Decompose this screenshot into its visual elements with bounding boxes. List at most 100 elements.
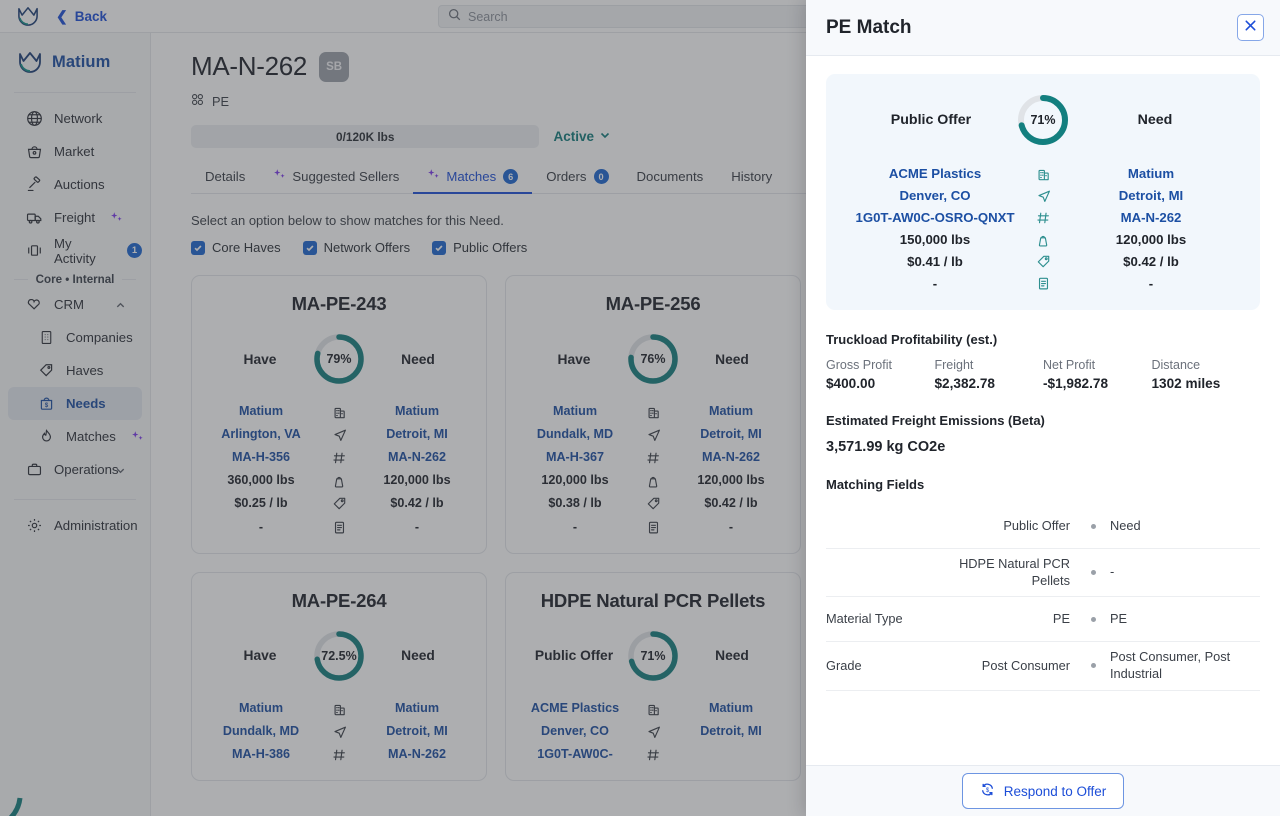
tab-suggested-sellers[interactable]: Suggested Sellers — [259, 162, 413, 193]
match-card[interactable]: HDPE Natural PCR Pellets Public Offer 71% N… — [505, 571, 801, 781]
match-row-right[interactable]: Detroit, MI — [700, 427, 762, 442]
sidebar-brand[interactable]: Matium — [0, 45, 150, 79]
match-row-left[interactable]: Matium — [238, 700, 284, 715]
chevron-down-icon[interactable] — [115, 464, 126, 479]
match-row-left[interactable]: MA-H-386 — [231, 746, 291, 761]
close-button[interactable] — [1237, 14, 1264, 41]
sidebar-item-freight[interactable]: Freight — [8, 201, 142, 234]
price-tag-icon — [328, 496, 350, 511]
match-row-right: - — [728, 519, 734, 534]
match-card[interactable]: MA-PE-256 Have 76% Need Matium Matium Dundalk,… — [505, 275, 801, 554]
summary-row-right[interactable]: Detroit, MI — [1118, 187, 1184, 203]
summary-row-right[interactable]: Matium — [1127, 165, 1175, 181]
match-row-left[interactable]: Matium — [238, 404, 284, 418]
match-row-left[interactable]: Dundalk, MD — [536, 427, 614, 442]
match-card-title: MA-PE-264 — [291, 589, 387, 611]
price-tag-icon — [642, 496, 664, 511]
sparkle-icon — [427, 168, 440, 184]
sidebar-item-label: Matches — [66, 429, 116, 444]
sidebar: Matium Network — [0, 33, 151, 816]
match-row-left[interactable]: Dundalk, MD — [222, 723, 300, 738]
checkbox-public-offers[interactable]: Public Offers — [432, 240, 527, 255]
sidebar-item-network[interactable]: Network — [8, 102, 142, 135]
sidebar-item-label: My Activity — [54, 235, 96, 266]
checkbox-core-haves[interactable]: Core Haves — [191, 240, 281, 255]
tab-history[interactable]: History — [717, 163, 786, 193]
match-card-header: Have 72.5% Need — [208, 628, 470, 684]
match-score-value: 76% — [640, 352, 666, 366]
sidebar-item-companies[interactable]: Companies — [8, 321, 142, 354]
basket-icon — [26, 143, 43, 160]
match-row-left[interactable]: MA-H-367 — [545, 450, 605, 465]
back-button[interactable]: ❮ Back — [56, 8, 107, 25]
tab-orders[interactable]: Orders 0 — [532, 162, 622, 193]
match-dot — [1076, 663, 1110, 669]
sidebar-item-administration[interactable]: Administration — [8, 509, 142, 542]
summary-row-right[interactable]: MA-N-262 — [1120, 209, 1182, 225]
metric-value: $400.00 — [826, 376, 876, 391]
match-row-right[interactable]: Matium — [708, 700, 754, 715]
sidebar-item-market[interactable]: Market — [8, 135, 142, 168]
match-row-right[interactable]: Matium — [708, 404, 754, 418]
tab-label: History — [731, 169, 773, 184]
match-row-right[interactable]: MA-N-262 — [387, 450, 447, 465]
sidebar-item-crm[interactable]: CRM — [8, 288, 142, 321]
hash-icon — [642, 747, 664, 762]
checkbox-network-offers[interactable]: Network Offers — [302, 240, 410, 255]
status-dropdown[interactable]: Active — [553, 129, 611, 144]
match-row-right[interactable]: Detroit, MI — [386, 723, 448, 738]
match-row-left[interactable]: Arlington, VA — [221, 427, 301, 442]
match-card-header: Public Offer 71% Need — [522, 628, 784, 684]
avatar[interactable]: SB — [319, 51, 350, 82]
match-row-right[interactable]: MA-N-262 — [387, 746, 447, 761]
sidebar-item-needs[interactable]: $ Needs — [8, 387, 142, 420]
sidebar-item-auctions[interactable]: Auctions — [8, 168, 142, 201]
gavel-icon — [26, 176, 43, 193]
tab-matches[interactable]: Matches 6 — [413, 162, 533, 194]
match-row-right[interactable]: Detroit, MI — [700, 723, 762, 738]
match-card[interactable]: MA-PE-243 Have 79% Need Matium Matium Arlingto… — [191, 275, 487, 554]
matium-logo[interactable] — [0, 6, 56, 26]
match-row-left: - — [258, 519, 264, 534]
match-card-row: Dundalk, MD Detroit, MI — [522, 423, 784, 446]
match-row-right[interactable]: Matium — [394, 700, 440, 715]
tab-bar: Details Suggested Sellers — [191, 162, 816, 194]
match-card-row: MA-H-356 MA-N-262 — [208, 446, 470, 469]
summary-row: $0.41 / lb $0.42 / lb — [842, 250, 1244, 272]
summary-row-left[interactable]: 1G0T-AW0C-OSRO-QNXT — [855, 209, 1015, 225]
match-row-left[interactable]: Matium — [552, 404, 598, 418]
sidebar-item-my-activity[interactable]: My Activity 1 — [8, 234, 142, 267]
metric-key: Distance — [1151, 358, 1201, 372]
sidebar-item-operations[interactable]: Operations — [8, 453, 142, 486]
tab-label: Suggested Sellers — [292, 168, 400, 184]
match-card-row: -- — [208, 516, 470, 539]
match-card-left-label: Have — [243, 648, 277, 664]
sidebar-badge: 1 — [127, 243, 142, 258]
match-card[interactable]: MA-PE-264 Have 72.5% Need Matium Matium Dundal… — [191, 571, 487, 781]
tab-documents[interactable]: Documents — [623, 163, 718, 193]
progress-bar: 0/120K lbs — [191, 125, 540, 148]
weight-icon — [642, 473, 664, 488]
summary-row-left[interactable]: ACME Plastics — [888, 165, 982, 181]
sidebar-item-haves[interactable]: Haves — [8, 354, 142, 387]
match-row-left[interactable]: Denver, CO — [541, 723, 609, 738]
sidebar-item-label: Haves — [66, 363, 104, 378]
location-icon — [328, 724, 350, 739]
match-row-right[interactable]: Detroit, MI — [386, 427, 448, 442]
sidebar-item-matches[interactable]: Matches — [8, 420, 143, 453]
match-card-row: 1G0T-AW0C- — [522, 743, 784, 766]
match-row-left[interactable]: ACME Plastics — [530, 700, 620, 715]
match-card-row: Matium Matium — [522, 400, 784, 423]
match-card-left-label: Public Offer — [534, 648, 614, 664]
match-row-right[interactable]: Matium — [394, 404, 440, 418]
truck-icon — [26, 209, 43, 226]
respond-to-offer-button[interactable]: $ Respond to Offer — [961, 773, 1125, 809]
price-tag-icon — [1031, 254, 1055, 269]
summary-row-left[interactable]: Denver, CO — [899, 187, 971, 203]
match-row-left[interactable]: MA-H-356 — [231, 450, 291, 465]
summary-row-left: $0.41 / lb — [907, 253, 963, 269]
tab-details[interactable]: Details — [191, 163, 259, 193]
match-row-left[interactable]: 1G0T-AW0C- — [537, 746, 613, 761]
match-row-right[interactable]: MA-N-262 — [701, 450, 761, 465]
chevron-up-icon[interactable] — [115, 299, 126, 314]
